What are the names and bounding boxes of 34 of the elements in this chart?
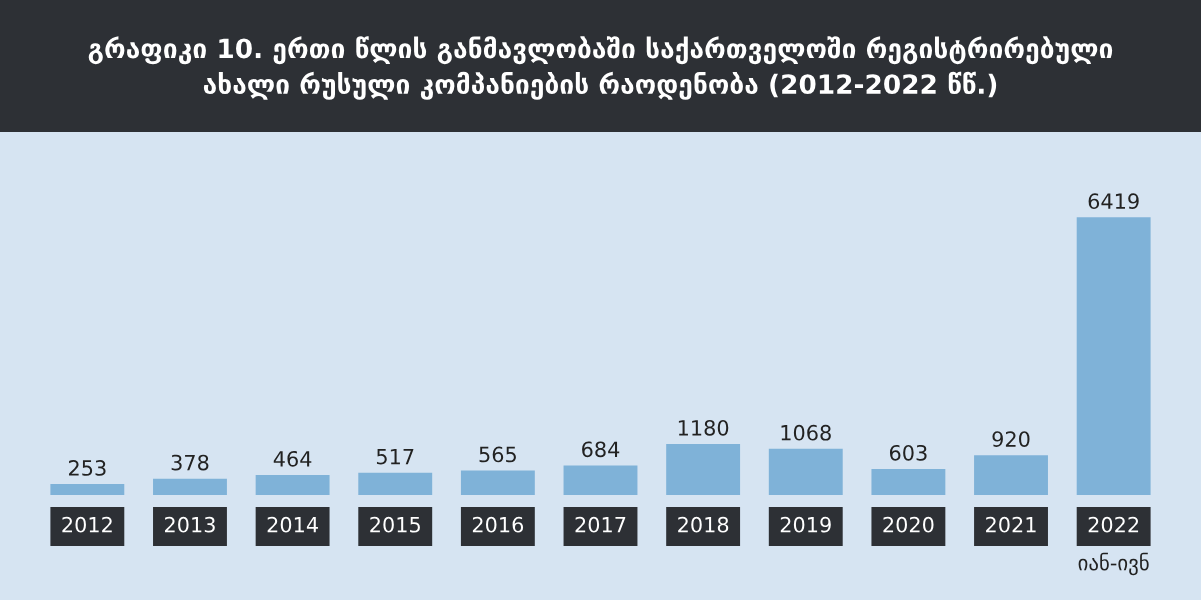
bar [153, 478, 227, 495]
x-tick-label: 2013 [164, 516, 215, 533]
bar [460, 470, 535, 495]
data-label: 378 [171, 454, 209, 471]
bar [768, 448, 843, 495]
x-tick-label: 2014 [267, 516, 318, 533]
data-label: 565 [479, 446, 516, 463]
x-tick-label: 2016 [472, 516, 524, 533]
data-label: 517 [376, 448, 414, 465]
data-label: 253 [68, 460, 106, 476]
bar [563, 465, 638, 495]
data-label: 1068 [781, 424, 831, 441]
x-tick-label: 2012 [62, 516, 112, 533]
bar [255, 474, 330, 495]
x-tick-label: 2022 იან-ივნ [1078, 516, 1149, 576]
data-label: 464 [273, 450, 312, 467]
x-tick-label: 2021 [986, 516, 1036, 533]
data-label: 603 [889, 444, 927, 461]
bar [358, 472, 433, 495]
x-tick-label: 2015 [370, 516, 420, 533]
x-tick-label: 2020 [883, 516, 934, 533]
bar [1076, 217, 1151, 495]
data-label: 684 [582, 441, 620, 458]
data-label: 920 [992, 431, 1030, 447]
x-tick-label: 2018 [678, 516, 729, 533]
bar [974, 455, 1048, 495]
data-label: 6419 [1088, 193, 1139, 210]
data-label: 1180 [678, 419, 729, 436]
bar [666, 443, 741, 495]
x-tick-label: 2019 [780, 516, 831, 533]
bar [871, 468, 946, 495]
chart-title: გრაფიკი 10. ერთი წლის განმავლობაში საქართველოში რეგისტრირებული ახალი რუსული კომპანიების რაოდენობა (2012-2022 წწ.) [88, 36, 1113, 100]
bar [50, 484, 125, 495]
x-tick-label: 2017 [575, 516, 626, 533]
